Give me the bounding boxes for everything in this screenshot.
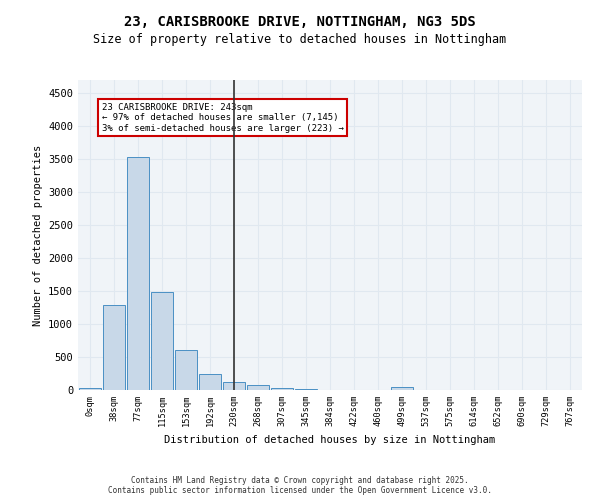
Bar [199, 374, 221, 390]
Y-axis label: Number of detached properties: Number of detached properties [32, 144, 43, 326]
Bar [127, 157, 149, 390]
Bar [391, 386, 413, 390]
Bar [79, 388, 101, 390]
Bar [295, 388, 317, 390]
X-axis label: Distribution of detached houses by size in Nottingham: Distribution of detached houses by size … [164, 434, 496, 444]
Text: Size of property relative to detached houses in Nottingham: Size of property relative to detached ho… [94, 32, 506, 46]
Text: 23 CARISBROOKE DRIVE: 243sqm
← 97% of detached houses are smaller (7,145)
3% of : 23 CARISBROOKE DRIVE: 243sqm ← 97% of de… [102, 103, 344, 133]
Bar [103, 305, 125, 390]
Bar [247, 384, 269, 390]
Bar [175, 350, 197, 390]
Bar [151, 292, 173, 390]
Bar [271, 388, 293, 390]
Bar [223, 382, 245, 390]
Text: 23, CARISBROOKE DRIVE, NOTTINGHAM, NG3 5DS: 23, CARISBROOKE DRIVE, NOTTINGHAM, NG3 5… [124, 15, 476, 29]
Text: Contains HM Land Registry data © Crown copyright and database right 2025.
Contai: Contains HM Land Registry data © Crown c… [108, 476, 492, 495]
